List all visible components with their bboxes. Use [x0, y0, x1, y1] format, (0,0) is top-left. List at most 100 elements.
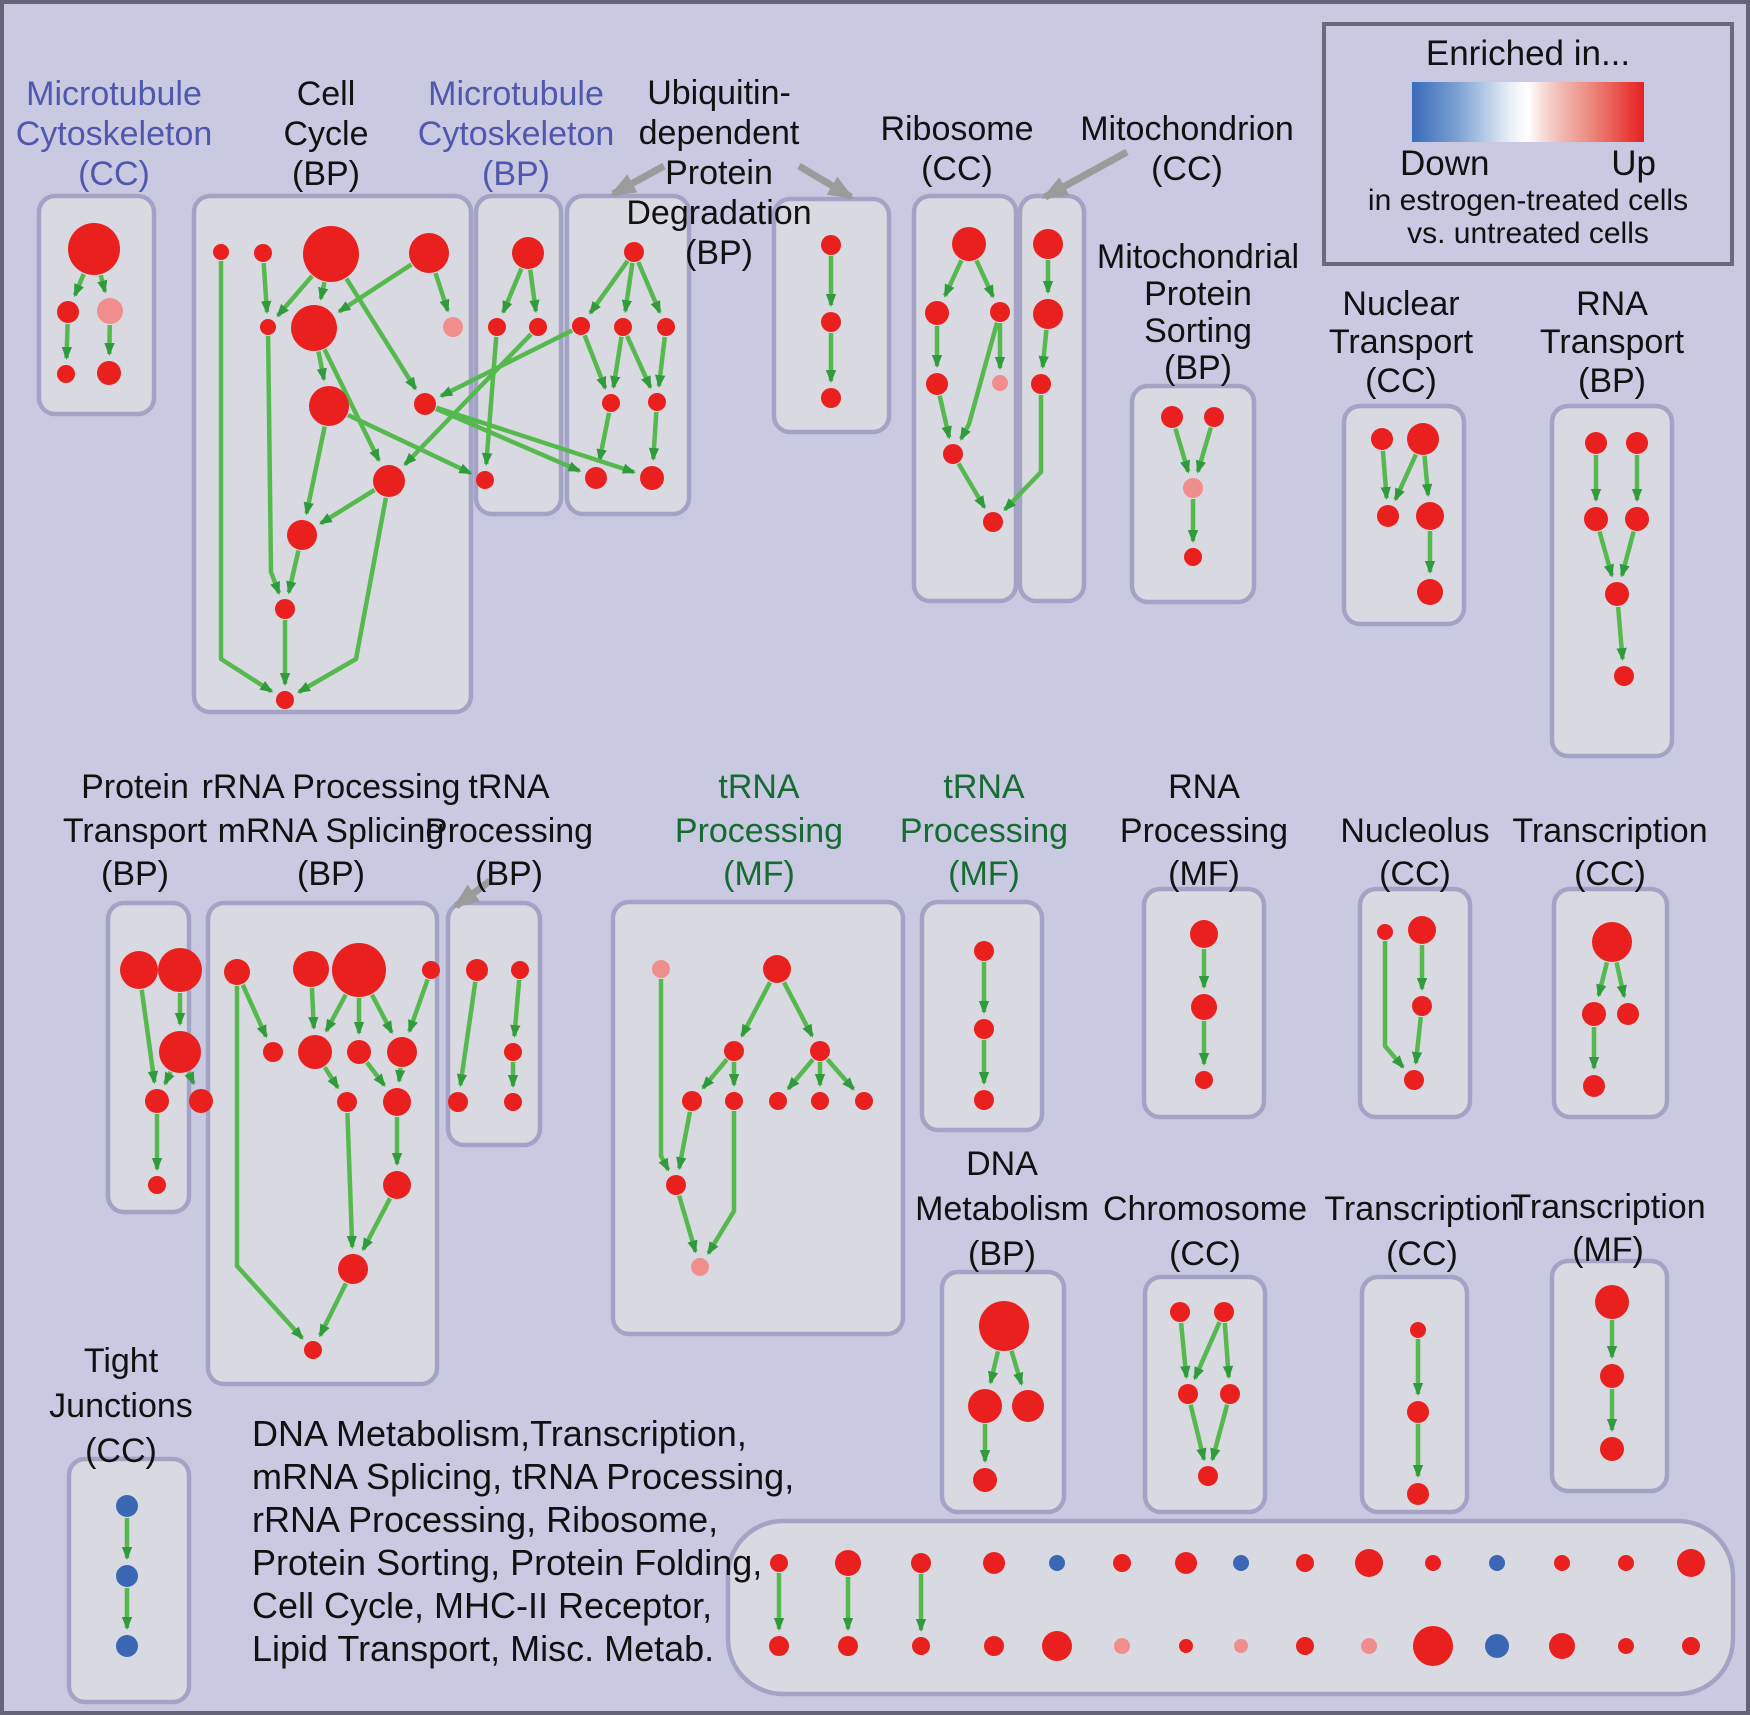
go-term-node-ms1: [1161, 406, 1183, 428]
go-term-node-rt6: [1614, 666, 1634, 686]
relationship-edge: [621, 262, 635, 314]
relationship-edge: [588, 259, 630, 315]
go-term-node-rr2: [293, 951, 329, 987]
cluster-label-trna_mf_small: (MF): [948, 855, 1020, 893]
go-term-node-lb14: [1618, 1638, 1634, 1654]
relationship-edge: [1195, 426, 1214, 474]
cluster-label-trna_mf_small: Processing: [900, 812, 1068, 850]
go-term-node-rr7: [347, 1040, 371, 1064]
go-term-node-rr6: [298, 1035, 332, 1069]
go-term-node-tc4: [1583, 1075, 1605, 1097]
relationship-edge: [316, 351, 327, 382]
go-term-node-rb6: [943, 444, 963, 464]
cluster-label-rna_proc_mf: (MF): [1168, 855, 1240, 893]
cluster-label-mt_bp: Cytoskeleton: [418, 115, 615, 153]
relationship-edge: [286, 550, 301, 595]
relationship-edge: [361, 1197, 393, 1252]
go-term-node-mc1: [68, 223, 120, 275]
go-term-node-tj3: [116, 1635, 138, 1657]
cluster-box-rrna_mrna: [205, 900, 440, 1387]
go-term-node-rm3: [1195, 1071, 1213, 1089]
go-term-node-lb10: [1361, 1638, 1377, 1654]
relationship-edge: [370, 993, 394, 1035]
go-term-node-ts3: [974, 1090, 994, 1110]
go-term-node-cc_b3: [443, 317, 463, 337]
go-term-node-tm10: [666, 1175, 686, 1195]
relationship-edge: [1597, 530, 1615, 578]
go-term-node-mb2: [488, 318, 506, 336]
relationship-edge: [582, 334, 608, 390]
relationship-edge: [1173, 427, 1191, 474]
relationship-edge: [1596, 961, 1610, 998]
cluster-label-chromosome: (CC): [1169, 1235, 1241, 1273]
go-term-node-lt13: [1554, 1555, 1570, 1571]
relationship-edge: [1614, 962, 1627, 999]
go-term-node-pt2: [158, 948, 202, 992]
relationship-edge: [501, 267, 524, 315]
relationship-edge: [959, 322, 1000, 441]
cluster-box-chromosome: [1142, 1274, 1268, 1515]
go-term-node-ua4: [657, 318, 675, 336]
go-term-node-lb11: [1413, 1626, 1453, 1666]
go-term-node-ua8: [640, 466, 664, 490]
relationship-edge: [655, 336, 668, 389]
go-term-node-t21: [1410, 1322, 1426, 1338]
relationship-edge: [322, 348, 381, 463]
relationship-edge: [1382, 941, 1405, 1069]
go-term-node-mc4: [57, 365, 75, 383]
cluster-label-mito_sorting: Mitochondrial: [1097, 238, 1299, 276]
cluster-label-nuclear_transport: (CC): [1365, 362, 1437, 400]
go-term-node-pt1: [120, 951, 158, 989]
relationship-edge: [184, 1071, 196, 1086]
relationship-edge: [345, 1112, 358, 1249]
go-term-node-tb3: [504, 1043, 522, 1061]
go-term-node-tf1: [1595, 1285, 1629, 1319]
go-term-node-lb8: [1234, 1639, 1248, 1653]
label-pointer-arrow: [1041, 148, 1129, 201]
go-term-node-lt3: [911, 1553, 931, 1573]
relationship-edge: [676, 1111, 693, 1171]
relationship-edge: [937, 395, 952, 440]
relationship-edge: [1192, 1321, 1222, 1381]
go-term-node-rr10: [383, 1088, 411, 1116]
cluster-label-transcription_mf: (MF): [1572, 1231, 1644, 1269]
unclustered-terms-line: Lipid Transport, Misc. Metab.: [252, 1628, 715, 1669]
relationship-edge: [781, 981, 815, 1038]
go-term-node-ub1: [821, 235, 841, 255]
cluster-label-trna_mf_big: tRNA: [718, 768, 800, 806]
go-term-node-tc2: [1582, 1002, 1606, 1026]
go-term-node-ch5: [1198, 1466, 1218, 1486]
cluster-label-nucleolus: Nucleolus: [1340, 812, 1489, 850]
cluster-label-ribosome: Ribosome: [880, 110, 1033, 148]
go-term-node-rr1: [224, 959, 250, 985]
relationship-edge: [240, 983, 269, 1039]
go-term-node-lb12: [1485, 1634, 1509, 1658]
relationship-edge: [261, 262, 272, 314]
relationship-edge: [61, 323, 73, 360]
go-term-node-tf3: [1600, 1437, 1624, 1461]
go-term-node-pt3: [159, 1031, 201, 1073]
relationship-edge: [139, 989, 159, 1085]
relationship-edge: [610, 336, 624, 390]
unclustered-terms-line: Protein Sorting, Protein Folding,: [252, 1542, 763, 1583]
relationship-edge: [974, 259, 995, 299]
label-pointer-arrow: [609, 162, 666, 198]
go-term-node-ua1: [624, 242, 644, 262]
go-term-node-nt3: [1377, 505, 1399, 527]
go-term-node-lt1: [770, 1554, 788, 1572]
cluster-label-mitochondrion: Mitochondrion: [1080, 110, 1294, 148]
go-term-node-lb6: [1114, 1638, 1130, 1654]
go-term-node-tm2: [763, 955, 791, 983]
go-term-node-mb1: [512, 237, 544, 269]
cluster-label-cell_cycle: Cycle: [283, 115, 368, 153]
cluster-label-tight_junctions: Tight: [84, 1342, 159, 1380]
go-term-node-tc3: [1617, 1003, 1639, 1025]
cluster-label-mt_bp: Microtubule: [428, 75, 604, 113]
label-pointer-arrow: [797, 162, 855, 201]
legend-gradient-bar: [1412, 82, 1644, 142]
go-term-node-lt4: [983, 1552, 1005, 1574]
relationship-edge: [825, 1057, 856, 1091]
go-term-node-ua5: [602, 394, 620, 412]
cluster-box-rna_transport: [1549, 403, 1675, 759]
